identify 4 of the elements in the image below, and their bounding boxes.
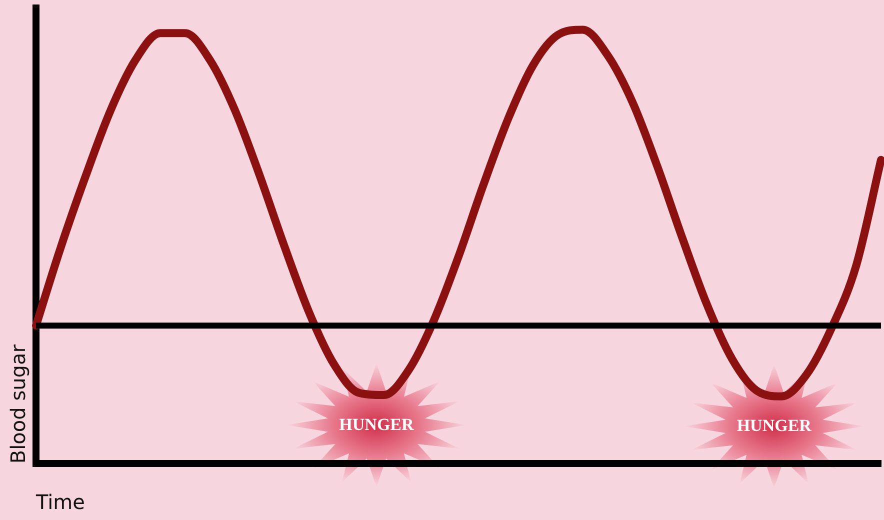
x-axis-title: Time (35, 490, 85, 514)
annotation: HUNGER (339, 415, 414, 436)
annotation: HUNGER (736, 416, 812, 436)
y-axis-title: Blood sugar (6, 344, 30, 464)
